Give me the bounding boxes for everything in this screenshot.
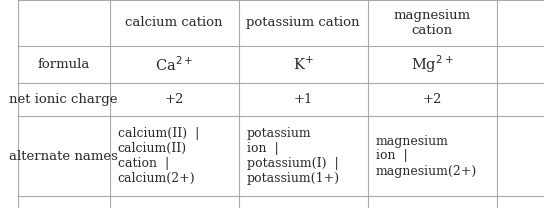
Text: formula: formula	[38, 58, 90, 71]
Text: Ca$^{2+}$: Ca$^{2+}$	[155, 55, 193, 74]
Text: magnesium
ion  |
magnesium(2+): magnesium ion | magnesium(2+)	[375, 135, 477, 177]
Text: calcium(II)  |
calcium(II)
cation  |
calcium(2+): calcium(II) | calcium(II) cation | calci…	[118, 127, 199, 185]
Text: +2: +2	[164, 93, 184, 106]
Text: +1: +1	[293, 93, 313, 106]
Text: net ionic charge: net ionic charge	[9, 93, 118, 106]
Text: +2: +2	[423, 93, 442, 106]
Text: potassium cation: potassium cation	[246, 16, 360, 29]
Text: K$^{+}$: K$^{+}$	[293, 56, 313, 73]
Text: calcium cation: calcium cation	[126, 16, 223, 29]
Text: potassium
ion  |
potassium(I)  |
potassium(1+): potassium ion | potassium(I) | potassium…	[246, 127, 339, 185]
Text: alternate names: alternate names	[9, 150, 118, 162]
Text: magnesium
cation: magnesium cation	[393, 9, 471, 37]
Text: Mg$^{2+}$: Mg$^{2+}$	[411, 54, 453, 75]
